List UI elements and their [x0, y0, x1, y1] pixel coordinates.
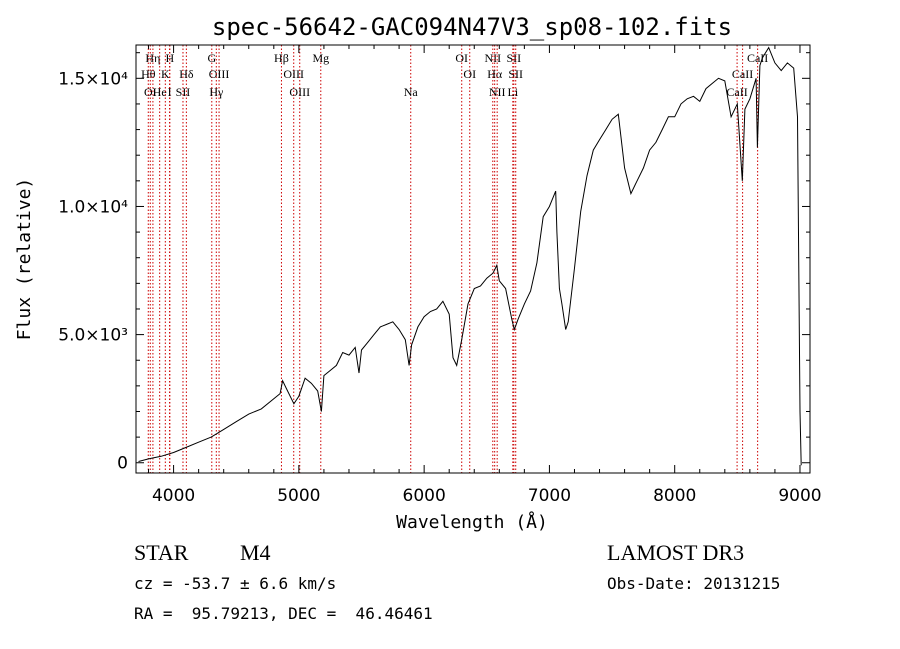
marker-label-16: Na [404, 85, 419, 99]
marker-label-24: Li [508, 85, 519, 99]
x-axis-ticks: 4000 5000 6000 7000 8000 9000 [148, 45, 822, 506]
line-markers: OI Hθ Hη He HKI Hδ SII G OIII Hγ Hβ OIII OIII Mg Na OI O… [141, 45, 768, 473]
marker-label-6: I [168, 85, 172, 99]
y-axis-ticks: 0 5.0×10³ 1.0×10⁴ 1.5×10⁴ [58, 52, 810, 474]
marker-label-10: OIII [209, 67, 230, 81]
marker-label-0: OI [144, 85, 157, 99]
marker-label-12: Hβ [274, 51, 289, 65]
marker-label-17: OI [455, 51, 468, 65]
marker-label-1: Hθ [141, 67, 156, 81]
marker-label-27: CaII [726, 85, 747, 99]
x-tick-label-3: 7000 [528, 486, 571, 506]
spectrum-line [138, 46, 802, 466]
object-subclass: M4 [240, 540, 271, 565]
chart-title: spec-56642-GAC094N47V3_sp08-102.fits [212, 13, 732, 41]
marker-label-8: SII [176, 85, 191, 99]
x-tick-label-4: 8000 [653, 486, 696, 506]
y-tick-label-0: 0 [117, 454, 128, 474]
spectrum-chart: spec-56642-GAC094N47V3_sp08-102.fits OIH… [14, 13, 822, 533]
marker-label-23: SII [508, 67, 523, 81]
x-tick-label-2: 6000 [403, 486, 446, 506]
obs-date: Obs-Date: 20131215 [607, 574, 781, 593]
plot-frame [135, 44, 811, 474]
marker-label-25: CaII [747, 51, 768, 65]
marker-label-20: Hα [487, 67, 503, 81]
marker-label-18: OI [463, 67, 476, 81]
marker-label-21: NII [489, 85, 506, 99]
marker-label-19: NII [484, 51, 501, 65]
marker-label-13: OIII [283, 67, 304, 81]
marker-label-14: OIII [289, 85, 310, 99]
marker-label-3: He [153, 85, 167, 99]
x-tick-label-5: 9000 [778, 486, 821, 506]
marker-label-2: Hη [145, 51, 160, 65]
marker-label-11: Hγ [209, 85, 224, 99]
coordinates: RA = 95.79213, DEC = 46.46461 [134, 604, 433, 623]
y-tick-label-1: 5.0×10³ [58, 326, 128, 346]
object-class: STAR [134, 540, 189, 565]
marker-label-5: K [161, 67, 170, 81]
marker-label-26: CaII [732, 67, 753, 81]
y-tick-label-3: 1.5×10⁴ [58, 69, 128, 89]
x-axis-label: Wavelength (Å) [396, 511, 548, 533]
marker-label-4: H [165, 51, 174, 65]
x-tick-label-0: 4000 [152, 486, 195, 506]
survey-name: LAMOST DR3 [607, 540, 745, 565]
y-tick-label-2: 1.0×10⁴ [58, 197, 128, 217]
redshift-cz: cz = -53.7 ± 6.6 km/s [134, 574, 337, 593]
marker-label-15: Mg [312, 51, 329, 65]
marker-label-22: SII [507, 51, 522, 65]
marker-label-7: Hδ [179, 67, 194, 81]
marker-label-9: G [207, 51, 216, 65]
y-axis-label: Flux (relative) [14, 178, 35, 341]
x-tick-label-1: 5000 [277, 486, 320, 506]
